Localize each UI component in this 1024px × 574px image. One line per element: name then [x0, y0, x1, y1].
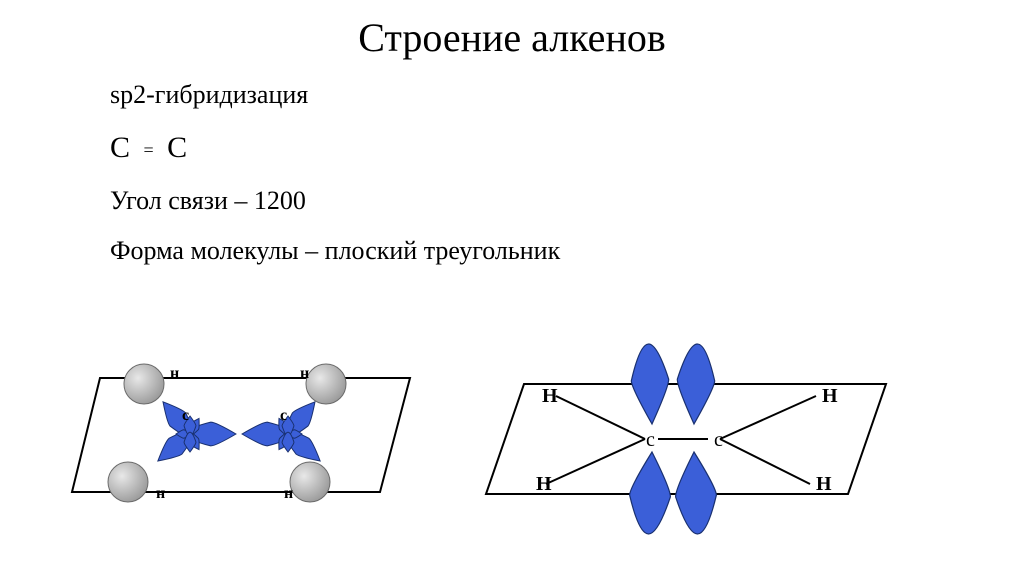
- svg-text:н: н: [284, 485, 293, 502]
- svg-text:н: н: [156, 485, 165, 502]
- line-hybridization: sp2-гибридизация: [110, 70, 560, 119]
- svg-text:с: с: [646, 429, 655, 451]
- line-angle: Угол связи – 1200: [110, 176, 560, 225]
- diagram-sigma-bonds: н н н н с с: [70, 330, 430, 530]
- svg-text:с: с: [182, 407, 189, 424]
- svg-text:с: с: [714, 429, 723, 451]
- svg-text:Н: Н: [536, 473, 552, 495]
- diagrams-container: н н н н с с Н Н Н Нс с: [70, 330, 970, 550]
- text-block: sp2-гибридизация C = C Угол связи – 1200…: [110, 70, 560, 275]
- line-shape: Форма молекулы – плоский треугольник: [110, 226, 560, 275]
- svg-text:Н: Н: [816, 473, 832, 495]
- line-formula: C = C: [110, 119, 560, 176]
- svg-text:с: с: [280, 407, 287, 424]
- svg-text:н: н: [300, 365, 309, 382]
- page-title: Строение алкенов: [0, 14, 1024, 61]
- svg-text:н: н: [170, 365, 179, 382]
- svg-text:Н: Н: [822, 385, 838, 407]
- formula-c2: C: [167, 131, 187, 164]
- svg-text:Н: Н: [542, 385, 558, 407]
- diagram-pi-orbitals: Н Н Н Нс с: [470, 326, 900, 536]
- formula-c1: C: [110, 131, 130, 164]
- formula-eq: =: [138, 140, 160, 160]
